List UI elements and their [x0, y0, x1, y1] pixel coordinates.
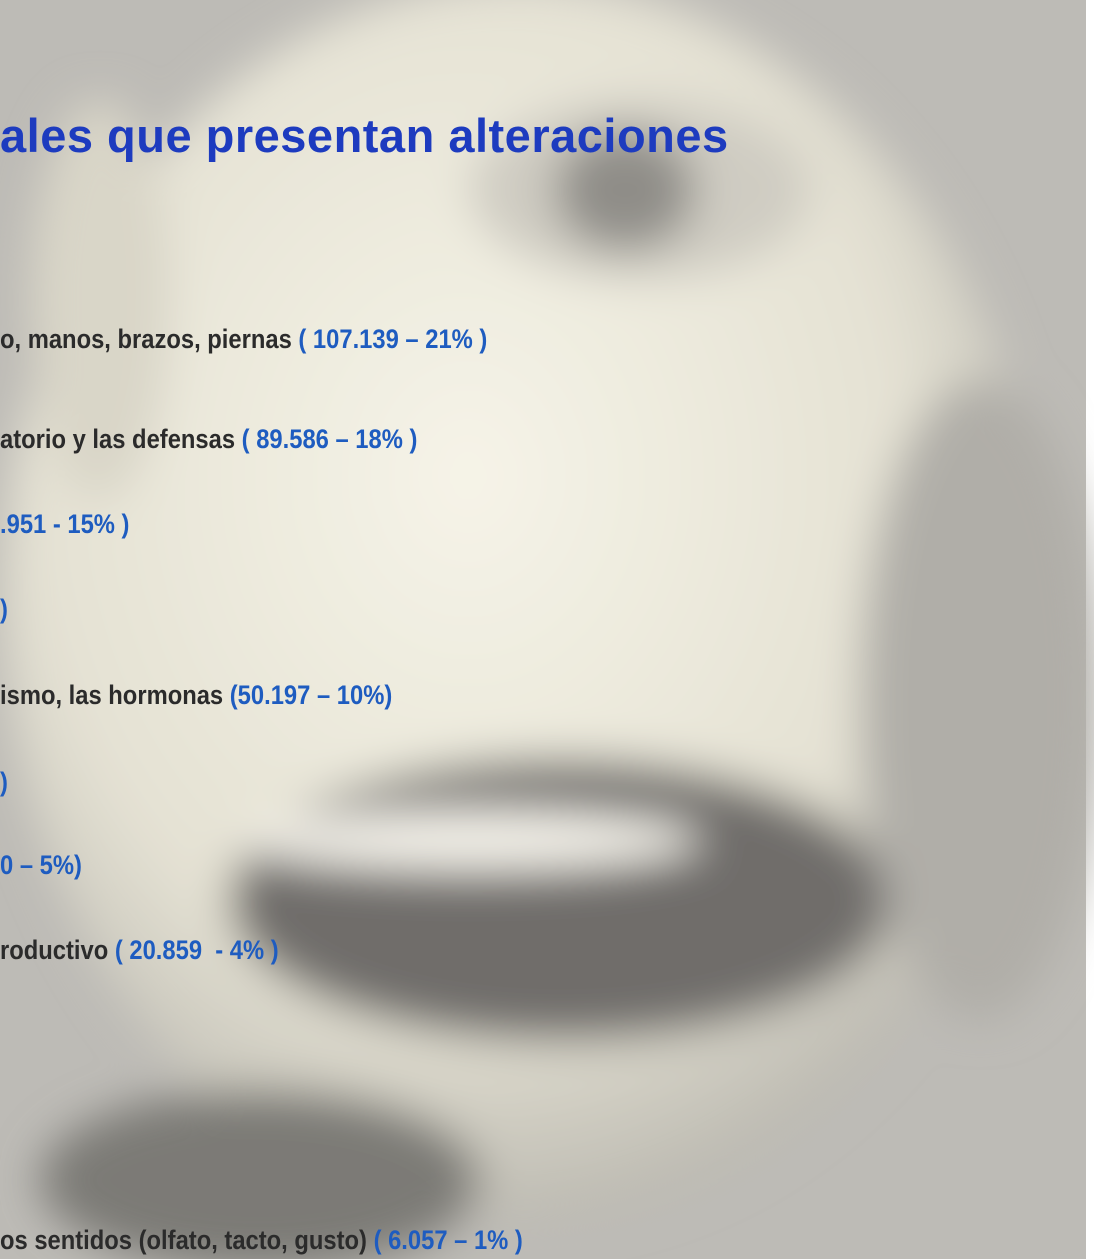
item-figure: )	[0, 767, 8, 797]
list-item: o, manos, brazos, piernas ( 107.139 – 21…	[0, 324, 487, 355]
item-figure: )	[0, 594, 8, 624]
list-item: os sentidos (olfato, tacto, gusto) ( 6.0…	[0, 1225, 523, 1256]
list-item: atorio y las defensas ( 89.586 – 18% )	[0, 424, 417, 455]
item-text: o, manos, brazos, piernas	[0, 324, 292, 354]
item-figure: (50.197 – 10%)	[230, 680, 392, 710]
item-figure: 0 – 5%)	[0, 850, 82, 880]
item-text: atorio y las defensas	[0, 424, 235, 454]
item-text: ismo, las hormonas	[0, 680, 223, 710]
item-text: os sentidos (olfato, tacto, gusto)	[0, 1225, 367, 1255]
item-figure: ( 89.586 – 18% )	[242, 424, 418, 454]
list-item: 0 – 5%)	[0, 850, 82, 881]
background-image	[0, 0, 1094, 1259]
list-item: .951 - 15% )	[0, 509, 129, 540]
list-item: )	[0, 594, 8, 625]
item-text: roductivo	[0, 935, 108, 965]
item-figure: ( 107.139 – 21% )	[298, 324, 487, 354]
list-item: ismo, las hormonas (50.197 – 10%)	[0, 680, 392, 711]
item-figure: ( 6.057 – 1% )	[374, 1225, 523, 1255]
list-item: roductivo ( 20.859 - 4% )	[0, 935, 279, 966]
item-figure: .951 - 15% )	[0, 509, 129, 539]
item-figure: ( 20.859 - 4% )	[115, 935, 279, 965]
page: ales que presentan alteraciones o, manos…	[0, 0, 1094, 1259]
list-item: )	[0, 767, 8, 798]
slide-title: ales que presentan alteraciones	[0, 108, 729, 163]
